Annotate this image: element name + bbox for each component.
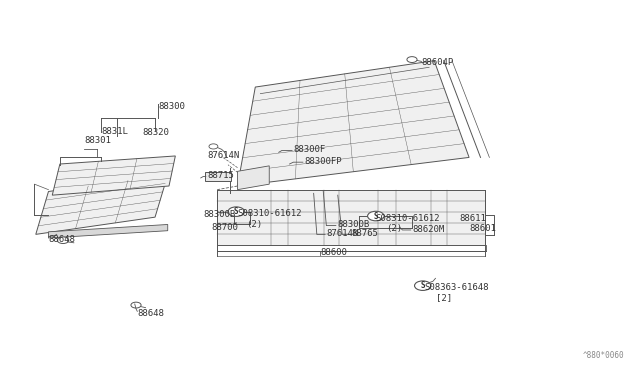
Text: [2]: [2] <box>436 293 452 302</box>
Polygon shape <box>49 224 168 238</box>
Text: 87614N: 87614N <box>207 151 239 160</box>
Text: 88700: 88700 <box>211 222 237 231</box>
Text: ^880*0060: ^880*0060 <box>583 351 625 360</box>
Text: 88300B: 88300B <box>337 220 369 229</box>
Circle shape <box>228 207 244 217</box>
Circle shape <box>58 237 68 244</box>
Text: 88300FP: 88300FP <box>304 157 342 166</box>
Text: 88620M: 88620M <box>412 225 444 234</box>
Text: 88765: 88765 <box>352 229 379 238</box>
Polygon shape <box>217 190 485 245</box>
Text: (2): (2) <box>246 220 262 229</box>
Polygon shape <box>52 156 175 195</box>
Circle shape <box>367 211 384 221</box>
Text: 88600: 88600 <box>320 248 347 257</box>
Text: (2): (2) <box>386 224 402 232</box>
Polygon shape <box>237 166 269 190</box>
FancyBboxPatch shape <box>205 172 231 181</box>
Text: 88601: 88601 <box>469 224 496 232</box>
Text: 88648: 88648 <box>137 309 164 318</box>
Text: 87614N: 87614N <box>326 229 358 238</box>
Text: S08310-61612: S08310-61612 <box>376 215 440 224</box>
Text: 8831L: 8831L <box>101 127 128 136</box>
Circle shape <box>415 281 431 291</box>
Text: S: S <box>420 281 425 290</box>
Polygon shape <box>36 175 168 234</box>
Text: 88300: 88300 <box>158 102 185 110</box>
Text: S: S <box>234 207 239 216</box>
Text: 88611: 88611 <box>460 215 486 224</box>
Text: 88300B: 88300B <box>204 210 236 219</box>
Text: S08363-61648: S08363-61648 <box>425 283 489 292</box>
Text: 88301: 88301 <box>84 137 111 145</box>
Text: 88300F: 88300F <box>293 145 326 154</box>
Polygon shape <box>237 61 469 186</box>
Circle shape <box>407 57 417 62</box>
Text: S08310-61612: S08310-61612 <box>237 209 302 218</box>
Text: 88715: 88715 <box>207 171 234 180</box>
Text: S: S <box>374 212 378 221</box>
Circle shape <box>131 302 141 308</box>
Text: 88648: 88648 <box>49 235 76 244</box>
Text: 88320: 88320 <box>142 128 169 137</box>
Circle shape <box>209 144 218 149</box>
Text: 88604P: 88604P <box>422 58 454 67</box>
